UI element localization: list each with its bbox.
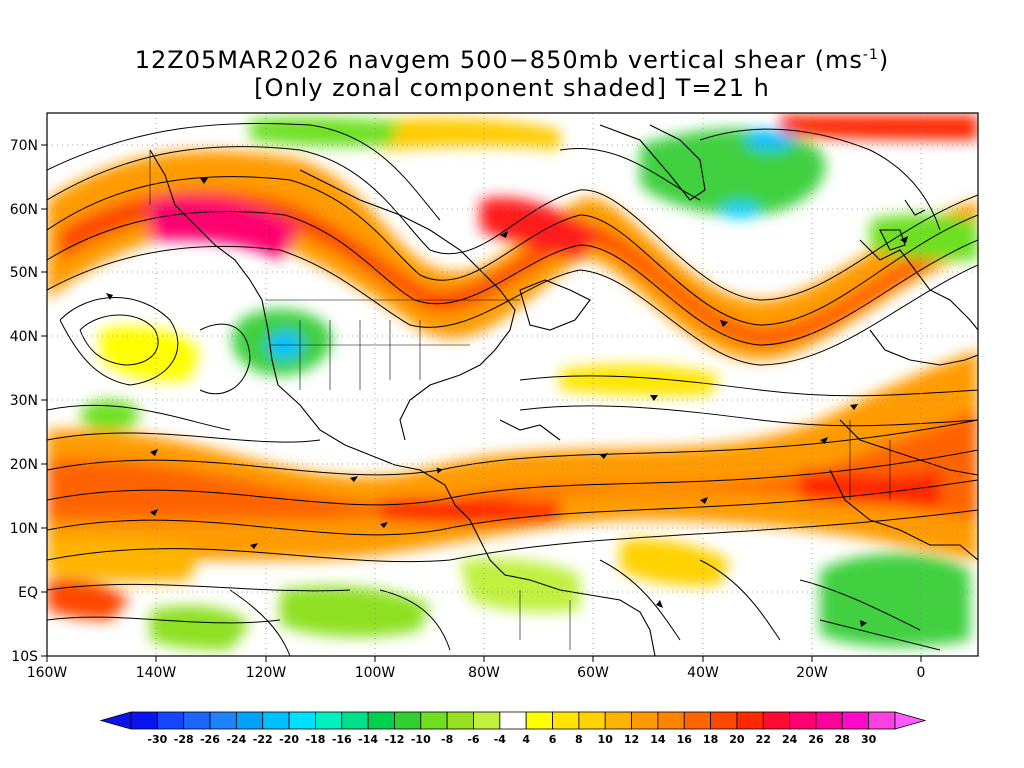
lon-label: 100W bbox=[355, 665, 396, 681]
lat-label: 60N bbox=[10, 202, 38, 218]
colorbar-label: -6 bbox=[467, 733, 480, 746]
colorbar-box bbox=[762, 711, 791, 730]
coastlines bbox=[149, 124, 978, 656]
lat-label: 70N bbox=[10, 138, 38, 154]
colorbar-boxes bbox=[99, 711, 927, 730]
colorbar-label: -4 bbox=[494, 733, 507, 746]
colorbar-label: 18 bbox=[703, 733, 718, 746]
colorbar-box bbox=[420, 711, 448, 730]
colorbar-box bbox=[683, 711, 711, 730]
colorbar-box bbox=[604, 711, 632, 730]
colorbar-label: 4 bbox=[522, 733, 530, 746]
colorbar-label: 16 bbox=[677, 733, 693, 746]
colorbar-label: -18 bbox=[305, 733, 325, 746]
colorbar-box bbox=[841, 711, 870, 730]
colorbar-label: 12 bbox=[624, 733, 639, 746]
colorbar-box bbox=[473, 711, 501, 730]
colorbar-box bbox=[868, 711, 896, 730]
colorbar-label: -24 bbox=[226, 733, 246, 746]
colorbar-box bbox=[367, 711, 395, 730]
colorbar-box bbox=[341, 711, 369, 730]
colorbar-label: 8 bbox=[575, 733, 583, 746]
colorbar-box bbox=[578, 711, 606, 730]
colorbar-box bbox=[631, 711, 659, 730]
lon-label: 40W bbox=[687, 665, 719, 681]
colorbar-box bbox=[315, 711, 343, 730]
colorbar-label: -8 bbox=[441, 733, 453, 746]
colorbar-label: -28 bbox=[174, 733, 194, 746]
lon-label: 140W bbox=[136, 665, 177, 681]
colorbar-label: 20 bbox=[729, 733, 745, 746]
colorbar-box bbox=[262, 711, 290, 730]
chart-title-line2: [Only zonal component shaded] T=21 h bbox=[254, 74, 770, 102]
colorbar-label: 14 bbox=[650, 733, 666, 746]
colorbar-box bbox=[736, 711, 764, 730]
colorbar-box bbox=[130, 711, 158, 730]
axis-ticks bbox=[41, 144, 922, 662]
colorbar-box bbox=[209, 711, 237, 730]
colorbar-box bbox=[235, 711, 264, 730]
colorbar-box bbox=[815, 711, 843, 730]
lat-label: 20N bbox=[10, 457, 38, 473]
colorbar-box bbox=[552, 711, 580, 730]
map-frame bbox=[46, 112, 979, 657]
colorbar-label: -30 bbox=[147, 733, 167, 746]
colorbar-label: -26 bbox=[200, 733, 220, 746]
colorbar-box bbox=[657, 711, 685, 730]
title-superscript: -1 bbox=[862, 47, 879, 63]
colorbar-label: 10 bbox=[598, 733, 614, 746]
colorbar-box bbox=[183, 711, 211, 730]
colorbar-label: 6 bbox=[549, 733, 557, 746]
colorbar-box bbox=[156, 711, 185, 730]
lon-label: 20W bbox=[796, 665, 828, 681]
colorbar-label: 30 bbox=[861, 733, 877, 746]
colorbar-box bbox=[525, 711, 553, 730]
lon-label: 60W bbox=[577, 665, 609, 681]
colorbar-label: -22 bbox=[253, 733, 273, 746]
stream-arrows bbox=[106, 178, 908, 627]
colorbar-box bbox=[710, 711, 738, 730]
chart-title-line1: 12Z05MAR2026 navgem 500−850mb vertical s… bbox=[134, 46, 890, 74]
colorbar-label: -12 bbox=[385, 733, 405, 746]
colorbar-label: 26 bbox=[808, 733, 824, 746]
colorbar-box bbox=[394, 711, 422, 730]
colorbar-left-arrow bbox=[99, 711, 132, 730]
lon-label: 120W bbox=[246, 665, 287, 681]
colorbar-box bbox=[789, 711, 817, 730]
grid bbox=[47, 113, 978, 656]
lat-label: 30N bbox=[10, 393, 38, 409]
lon-label: 80W bbox=[468, 665, 500, 681]
lon-label: 0 bbox=[917, 665, 926, 681]
colorbar-label: 28 bbox=[835, 733, 850, 746]
lat-labels: 10S EQ 10N 20N 30N 40N 50N 60N 70N bbox=[10, 138, 38, 665]
colorbar-right-arrow bbox=[894, 711, 927, 730]
colorbar-label: 22 bbox=[756, 733, 771, 746]
colorbar-labels: -30 -28 -26 -24 -22 -20 -18 -16 -14 -12 -10 -8 -6 -4 4… bbox=[147, 733, 876, 746]
streamlines bbox=[47, 122, 978, 656]
shading-layer bbox=[47, 113, 978, 656]
colorbar-label: -14 bbox=[358, 733, 378, 746]
lon-labels: 160W 140W 120W 100W 80W 60W 40W 20W 0 bbox=[27, 665, 926, 681]
lat-label: EQ bbox=[18, 585, 38, 601]
lat-label: 40N bbox=[10, 329, 38, 345]
lat-label: 50N bbox=[10, 265, 38, 281]
lon-label: 160W bbox=[27, 665, 68, 681]
colorbar-box bbox=[288, 711, 316, 730]
colorbar-label: -20 bbox=[279, 733, 299, 746]
colorbar-box bbox=[446, 711, 474, 730]
colorbar-label: 24 bbox=[782, 733, 798, 746]
colorbar-label: -10 bbox=[411, 733, 431, 746]
lat-label: 10N bbox=[10, 521, 38, 537]
colorbar-label: -16 bbox=[332, 733, 352, 746]
lat-label: 10S bbox=[11, 649, 38, 665]
boundaries bbox=[149, 150, 891, 650]
colorbar-box bbox=[499, 711, 527, 730]
